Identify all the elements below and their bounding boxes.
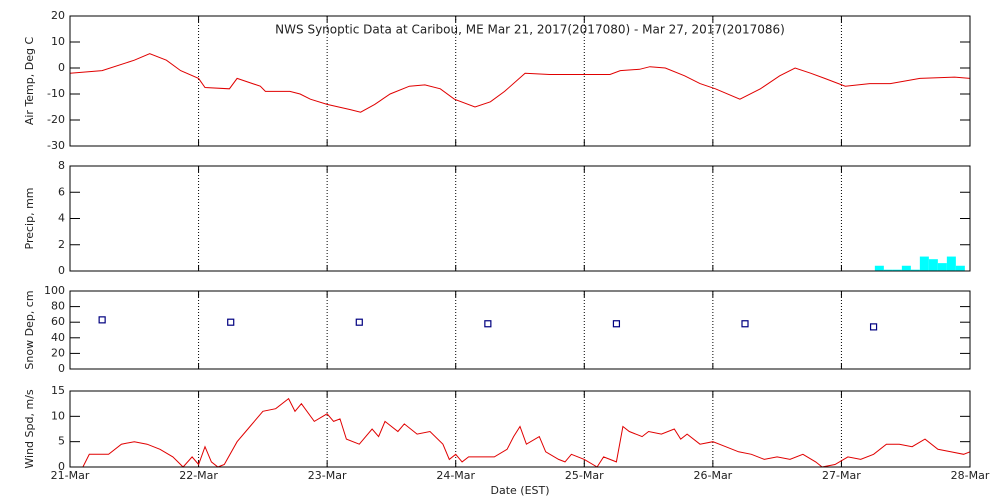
y-tick-label: 4 (58, 212, 65, 225)
y-tick-label: 8 (58, 159, 65, 172)
x-axis-label: Date (EST) (490, 484, 549, 497)
y-tick-label: 0 (58, 61, 65, 74)
panel-frame (69, 15, 971, 147)
y-tick-label: 0 (58, 460, 65, 473)
point (484, 320, 492, 328)
bar (874, 265, 884, 271)
x-tick-label: 27-Mar (822, 469, 861, 482)
y-tick-label: 6 (58, 185, 65, 198)
bar (901, 265, 911, 271)
y-tick-label: -20 (47, 113, 65, 126)
point (869, 323, 878, 331)
chart-title: NWS Synoptic Data at Caribou, ME Mar 21,… (275, 23, 785, 37)
x-tick-label: 22-Mar (179, 469, 218, 482)
y-axis-label: Snow Dep, cm (23, 290, 36, 369)
y-tick-label: 100 (44, 284, 65, 297)
x-tick-label: 26-Mar (693, 469, 732, 482)
y-axis-label: Wind Spd, m/s (23, 389, 36, 469)
y-tick-label: 0 (58, 362, 65, 375)
y-tick-label: -30 (47, 139, 65, 152)
panel-frame (69, 390, 971, 468)
bar (892, 269, 902, 271)
bar (883, 269, 893, 271)
x-tick-label: 21-Mar (51, 469, 90, 482)
point (741, 320, 749, 328)
y-tick-label: 2 (58, 238, 65, 251)
y-axis-label: Precip, mm (23, 188, 36, 250)
y-tick-label: 10 (51, 409, 65, 422)
y-tick-label: 15 (51, 384, 65, 397)
point (98, 316, 106, 324)
x-tick-label: 24-Mar (436, 469, 475, 482)
x-tick-label: 23-Mar (308, 469, 347, 482)
point (355, 318, 363, 326)
panel-frame (69, 290, 971, 370)
bar (910, 269, 920, 271)
panel-frame (69, 165, 971, 272)
y-tick-label: 60 (51, 315, 65, 328)
x-tick-label: 25-Mar (565, 469, 604, 482)
y-tick-label: 20 (51, 9, 65, 22)
bar (937, 263, 947, 271)
point (227, 318, 235, 326)
y-tick-label: -10 (47, 87, 65, 100)
y-tick-label: 10 (51, 35, 65, 48)
bar (919, 256, 929, 271)
data-line (69, 53, 971, 113)
bar (946, 256, 956, 271)
point (612, 320, 621, 328)
x-tick-label: 28-Mar (951, 469, 990, 482)
y-tick-label: 5 (58, 435, 65, 448)
bar (928, 259, 938, 271)
y-tick-label: 40 (51, 331, 65, 344)
bar (955, 265, 965, 271)
y-tick-label: 0 (58, 264, 65, 277)
y-axis-label: Air Temp, Deg C (23, 37, 36, 126)
y-tick-label: 80 (51, 300, 65, 313)
y-tick-label: 20 (51, 346, 65, 359)
